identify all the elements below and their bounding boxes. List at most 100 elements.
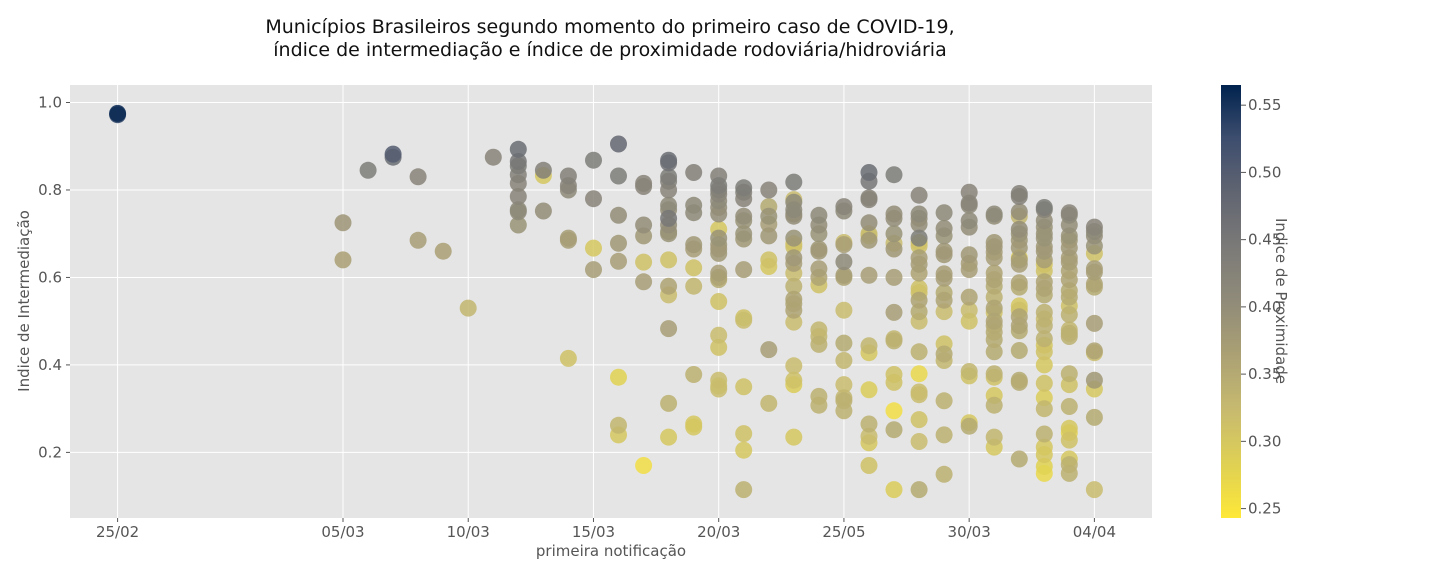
data-point	[610, 416, 627, 434]
data-point	[885, 332, 903, 350]
data-point	[910, 205, 928, 223]
data-point	[1035, 317, 1053, 335]
data-point	[1035, 343, 1053, 361]
data-point	[860, 337, 878, 355]
data-point	[885, 166, 903, 184]
data-point	[760, 251, 778, 269]
colorbar-tick-label: 0.30	[1248, 432, 1281, 450]
data-point	[660, 209, 678, 227]
data-point	[910, 481, 928, 499]
data-point	[660, 277, 678, 295]
data-point	[785, 357, 803, 375]
data-point	[509, 153, 527, 170]
data-point	[835, 334, 853, 352]
data-point	[860, 457, 878, 474]
data-point	[985, 428, 1003, 446]
data-point	[685, 366, 703, 383]
data-point	[534, 202, 552, 220]
data-point	[660, 151, 678, 169]
data-point	[735, 378, 753, 396]
data-point	[1010, 188, 1028, 205]
data-point	[1060, 204, 1078, 222]
data-point	[910, 255, 928, 273]
data-point	[685, 204, 703, 222]
data-point	[760, 341, 778, 359]
data-point	[660, 428, 678, 446]
data-point	[735, 179, 753, 197]
data-point	[985, 396, 1003, 414]
data-point	[509, 203, 527, 221]
data-point	[985, 312, 1003, 330]
x-tick-label: 10/03	[447, 523, 490, 541]
data-point	[1060, 306, 1078, 324]
data-point	[935, 246, 953, 264]
data-point	[935, 465, 953, 483]
data-point	[1010, 255, 1028, 273]
colorbar-tick-label: 0.25	[1248, 500, 1281, 518]
data-point	[509, 216, 527, 234]
data-point	[1060, 464, 1078, 482]
data-point	[635, 216, 653, 234]
x-tick-label: 25/05	[822, 523, 865, 541]
data-point	[1060, 365, 1078, 383]
data-point	[635, 273, 653, 291]
data-point	[785, 173, 803, 191]
data-point	[935, 269, 953, 287]
data-point	[735, 425, 753, 443]
data-point	[710, 338, 728, 356]
data-point	[635, 178, 653, 195]
data-point	[760, 227, 778, 245]
data-point	[484, 148, 502, 166]
data-point	[910, 411, 928, 429]
y-axis-label: Indice de Intermediação	[15, 210, 33, 392]
data-point	[660, 251, 678, 269]
data-point	[610, 234, 627, 252]
data-point	[835, 236, 853, 254]
data-point	[1060, 431, 1078, 449]
data-point	[559, 349, 577, 367]
colorbar: 0.25 0.30 0.35 0.40 0.45 0.50 0.55 Indice de P…	[1221, 85, 1290, 518]
colorbar-tick-label: 0.55	[1248, 96, 1281, 114]
data-point	[434, 242, 452, 260]
data-point	[785, 249, 803, 267]
data-point	[1035, 400, 1053, 418]
data-point	[960, 301, 978, 319]
data-point	[1035, 446, 1053, 464]
data-point	[785, 428, 803, 446]
colorbar-tick-label: 0.45	[1248, 231, 1281, 249]
data-point	[835, 376, 853, 394]
data-point	[935, 345, 953, 363]
data-point	[835, 402, 853, 420]
colorbar-tick-label: 0.40	[1248, 298, 1281, 316]
data-point	[910, 386, 928, 404]
y-tick-label: 1.0	[38, 93, 62, 111]
data-point	[960, 417, 978, 435]
data-point	[1010, 239, 1028, 257]
data-point	[610, 206, 627, 224]
data-point	[1085, 275, 1103, 293]
data-point	[1085, 371, 1103, 389]
x-tick-label: 20/03	[697, 523, 740, 541]
data-point	[1060, 239, 1078, 257]
data-point	[935, 220, 953, 237]
data-point	[810, 260, 828, 278]
data-point	[735, 225, 753, 243]
x-tick-label: 15/03	[572, 523, 615, 541]
data-point	[1010, 373, 1028, 391]
data-point	[685, 236, 703, 254]
chart-title: Municípios Brasileiros segundo momento d…	[265, 16, 954, 61]
colorbar-gradient	[1221, 85, 1241, 518]
data-point	[1060, 288, 1078, 306]
data-point	[785, 277, 803, 295]
data-point	[1035, 279, 1053, 297]
data-point	[785, 371, 803, 389]
data-point	[1010, 342, 1028, 359]
data-point	[860, 266, 878, 284]
data-point	[785, 201, 803, 219]
chart-title-line-1: Municípios Brasileiros segundo momento d…	[265, 16, 954, 38]
data-point	[735, 261, 753, 279]
data-point	[660, 320, 678, 338]
data-point	[985, 238, 1003, 256]
data-point	[459, 299, 477, 317]
data-point	[660, 394, 678, 412]
